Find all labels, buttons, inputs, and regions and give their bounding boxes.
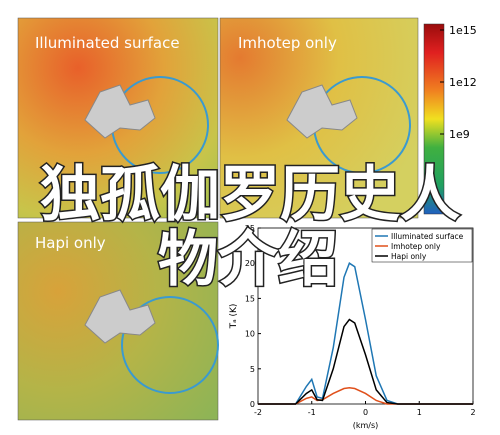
legend-box [371, 228, 473, 263]
legend-label: Hapi only [391, 252, 427, 261]
y-tick-label: 25 [245, 224, 255, 233]
colorbar-label: 1e12 [449, 76, 477, 89]
series-line [258, 262, 473, 405]
colorbar-label: 1e9 [449, 128, 470, 141]
y-tick-label: 20 [245, 259, 255, 268]
overlay-text: 独孤伽罗历史人 [40, 160, 460, 230]
legend-label: Imhotep only [391, 242, 441, 251]
y-tick-label: 15 [245, 294, 255, 303]
x-axis-label: (km/s) [353, 421, 379, 430]
x-tick-label: 0 [363, 408, 368, 417]
panel-title: Hapi only [35, 234, 106, 252]
colorbar-label: 1e15 [449, 24, 477, 37]
panel: Imhotep only [219, 17, 419, 219]
panel: Illuminated surface [17, 17, 219, 219]
colorbar [423, 23, 445, 215]
panel-title: Imhotep only [238, 34, 337, 52]
series-line [258, 387, 473, 405]
y-tick-label: 0 [250, 400, 255, 409]
x-tick-label: 1 [417, 408, 422, 417]
series-line [258, 318, 473, 405]
panel-title: Illuminated surface [35, 34, 180, 52]
overlay-text: 物介绍 [158, 225, 338, 295]
comet [286, 84, 358, 139]
comet [84, 84, 156, 139]
x-tick-label: 2 [470, 408, 475, 417]
comet [84, 289, 156, 344]
colorbar-ticks: 1e15 1e12 1e9 [440, 24, 477, 141]
y-tick-label: 10 [245, 330, 255, 339]
panel: Hapi only [17, 221, 219, 421]
x-tick-label: -2 [254, 408, 262, 417]
y-tick-label: 5 [250, 365, 255, 374]
legend-label: Illuminated surface [391, 232, 464, 241]
x-tick-label: -1 [308, 408, 316, 417]
y-axis-label: Tₐ (K) [229, 304, 239, 330]
orbit-circle [121, 296, 219, 394]
